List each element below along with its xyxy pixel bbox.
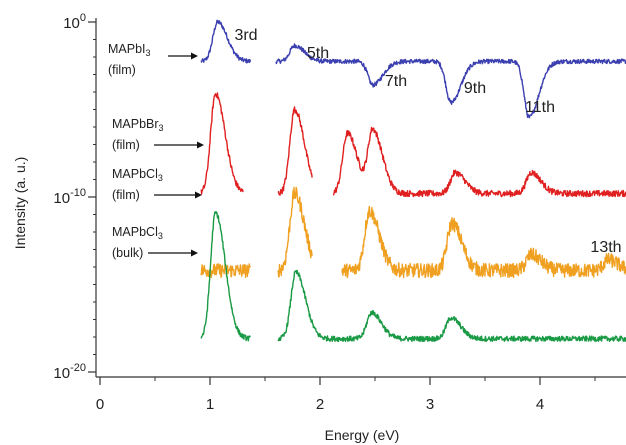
legend-label: MAPbBr3 [112,117,164,133]
series-line [341,205,626,279]
legend-mapbi3-film: MAPbI3 (film) [108,42,198,77]
x-axis-title: Energy (eV) [325,427,400,443]
x-tick-label: 2 [316,396,324,413]
legend-arrowhead [191,52,198,60]
legend-mapbcl3-film: MAPbCl3 (film) [112,167,202,202]
y-tick-label: 10-10 [53,187,86,207]
x-minor-ticks [154,377,596,381]
x-tick-label: 3 [426,396,434,413]
series-line [200,19,252,64]
series-0-trace [200,19,626,119]
legend-label: MAPbCl3 [112,167,163,183]
x-tick-label: 1 [206,396,214,413]
series-line [277,106,313,196]
series-line [277,269,626,343]
series-line [200,92,244,195]
legend-arrowhead [191,249,198,257]
series-1-trace [200,92,626,198]
harmonic-label-11th: 11th [525,99,555,116]
legend-arrowhead [197,141,204,149]
legend-arrowhead [195,191,202,199]
harmonic-label-9th: 9th [464,80,486,97]
series-line [332,126,626,198]
y-tick-label: 100 [63,12,86,32]
series-line [277,186,313,278]
legend-mapbcl3-bulk: MAPbCl3 (bulk) [112,225,198,260]
y-minor-ticks [93,39,96,373]
series-line [275,43,626,119]
legend-label: (film) [112,188,140,202]
harmonic-label-3rd: 3rd [234,27,257,44]
y-tick-label: 10-20 [53,362,86,382]
series-line [200,211,251,342]
series-3-trace [200,211,626,343]
legend-label: (film) [108,63,136,77]
x-tick-label: 4 [536,396,544,413]
y-axis-title: Intensity (a. u.) [12,157,28,250]
legend-mapbbr3-film: MAPbBr3 (film) [112,117,204,152]
harmonic-label-5th: 5th [307,45,329,62]
legend-label: (film) [112,138,140,152]
plot-area [200,19,626,343]
legend-label: MAPbCl3 [112,225,163,241]
legend-label: (bulk) [112,246,143,260]
harmonic-label-7th: 7th [385,73,407,90]
x-tick-label: 0 [96,396,104,413]
legend-label: MAPbI3 [108,42,151,58]
series-2-trace [200,186,626,279]
harmonic-label-13th: 13th [590,239,621,256]
